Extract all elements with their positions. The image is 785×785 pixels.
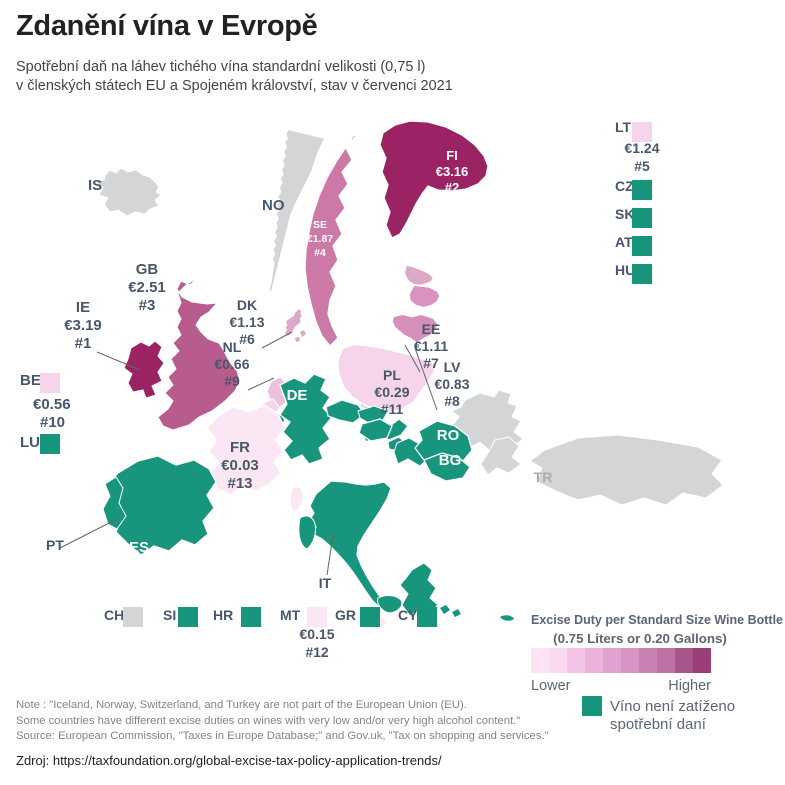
svg-text:€1.13: €1.13 xyxy=(229,314,264,330)
svg-text:NL: NL xyxy=(223,339,242,355)
svg-text:MT: MT xyxy=(280,607,301,623)
svg-text:€3.16: €3.16 xyxy=(436,164,469,179)
svg-text:€3.19: €3.19 xyxy=(64,317,102,334)
svg-text:FR: FR xyxy=(230,439,250,456)
svg-text:€1.11: €1.11 xyxy=(414,338,448,354)
svg-text:GB: GB xyxy=(136,261,159,278)
svg-text:SI: SI xyxy=(163,607,176,623)
svg-text:ES: ES xyxy=(129,539,149,556)
svg-text:€2.51: €2.51 xyxy=(128,279,166,296)
svg-text:Higher: Higher xyxy=(668,678,711,694)
svg-text:€1.24: €1.24 xyxy=(624,140,659,156)
svg-text:SE: SE xyxy=(313,219,327,231)
svg-text:IT: IT xyxy=(319,575,332,591)
svg-text:#2: #2 xyxy=(445,180,459,195)
svg-text:#7: #7 xyxy=(423,355,439,371)
svg-text:LT: LT xyxy=(615,120,632,135)
svg-text:LV: LV xyxy=(444,359,462,375)
svg-text:SK: SK xyxy=(615,206,634,222)
svg-text:HR: HR xyxy=(213,607,233,623)
svg-text:CY: CY xyxy=(398,607,418,623)
svg-text:#3: #3 xyxy=(139,297,156,314)
svg-text:€0.56: €0.56 xyxy=(33,396,71,413)
svg-text:CH: CH xyxy=(104,607,124,623)
svg-text:LU: LU xyxy=(20,434,40,451)
svg-text:IS: IS xyxy=(88,177,102,194)
svg-text:DE: DE xyxy=(287,387,308,404)
svg-text:€0.83: €0.83 xyxy=(434,376,469,392)
svg-text:#1: #1 xyxy=(75,335,92,352)
svg-text:#12: #12 xyxy=(305,644,329,660)
svg-text:#6: #6 xyxy=(239,331,255,347)
svg-text:€0.15: €0.15 xyxy=(299,626,334,642)
svg-text:Lower: Lower xyxy=(531,678,571,694)
svg-text:#8: #8 xyxy=(444,393,460,409)
svg-text:AT: AT xyxy=(615,234,633,250)
svg-text:€1.87: €1.87 xyxy=(307,233,333,245)
svg-text:€0.66: €0.66 xyxy=(214,356,249,372)
svg-text:#5: #5 xyxy=(634,158,650,174)
svg-text:CZ: CZ xyxy=(615,178,634,194)
svg-text:#13: #13 xyxy=(227,475,252,492)
svg-text:EE: EE xyxy=(422,321,441,337)
svg-text:FI: FI xyxy=(446,148,458,163)
svg-text:Excise Duty per Standard Size: Excise Duty per Standard Size Wine Bottl… xyxy=(531,612,783,627)
svg-text:€0.03: €0.03 xyxy=(221,457,259,474)
svg-text:BE: BE xyxy=(20,372,41,389)
svg-text:€0.29: €0.29 xyxy=(374,384,409,400)
svg-text:#11: #11 xyxy=(381,401,404,417)
svg-text:PT: PT xyxy=(46,537,64,553)
svg-text:(0.75 Liters or 0.20 Gallons): (0.75 Liters or 0.20 Gallons) xyxy=(553,631,727,646)
svg-text:#10: #10 xyxy=(40,414,65,431)
svg-text:DK: DK xyxy=(237,297,257,313)
svg-text:IE: IE xyxy=(76,299,90,316)
svg-text:PL: PL xyxy=(383,367,401,383)
svg-text:TR: TR xyxy=(534,469,553,485)
svg-text:NO: NO xyxy=(262,197,285,214)
svg-text:GR: GR xyxy=(335,607,356,623)
svg-text:RO: RO xyxy=(437,427,460,444)
svg-text:#4: #4 xyxy=(314,247,326,259)
svg-text:BG: BG xyxy=(439,452,462,469)
svg-text:#9: #9 xyxy=(224,373,240,389)
